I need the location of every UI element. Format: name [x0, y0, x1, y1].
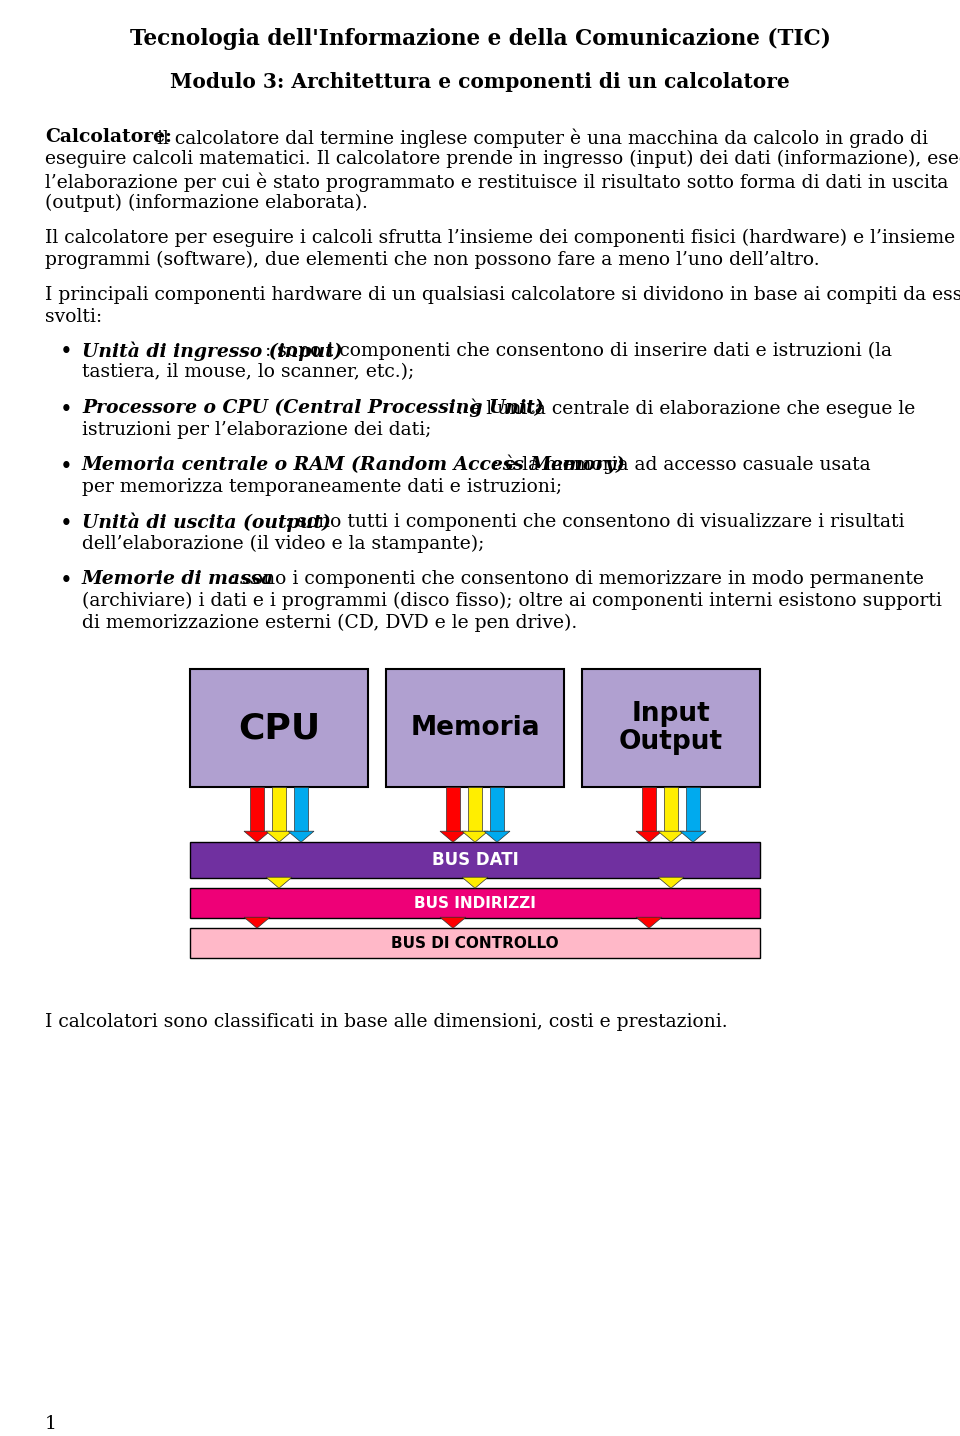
Text: Unità di uscita (output): Unità di uscita (output) — [82, 513, 331, 533]
Polygon shape — [642, 787, 656, 831]
Text: per memorizza temporaneamente dati e istruzioni;: per memorizza temporaneamente dati e ist… — [82, 478, 563, 495]
Polygon shape — [294, 787, 308, 831]
Text: programmi (software), due elementi che non possono fare a meno l’uno dell’altro.: programmi (software), due elementi che n… — [45, 251, 820, 270]
Polygon shape — [250, 787, 264, 831]
Polygon shape — [440, 918, 466, 928]
Polygon shape — [658, 831, 684, 841]
Text: : sono i componenti che consentono di inserire dati e istruzioni (la: : sono i componenti che consentono di in… — [265, 342, 892, 359]
Text: : è la memoria ad accesso casuale usata: : è la memoria ad accesso casuale usata — [493, 455, 871, 474]
Text: Input: Input — [632, 701, 710, 727]
Text: svolti:: svolti: — [45, 309, 102, 326]
Bar — [190, 889, 760, 918]
Text: •: • — [60, 399, 73, 421]
Text: BUS DATI: BUS DATI — [432, 852, 518, 869]
Text: di memorizzazione esterni (CD, DVD e le pen drive).: di memorizzazione esterni (CD, DVD e le … — [82, 615, 577, 632]
Text: •: • — [60, 455, 73, 478]
Text: (output) (informazione elaborata).: (output) (informazione elaborata). — [45, 194, 368, 213]
Text: Il calcolatore per eseguire i calcoli sfrutta l’insieme dei componenti fisici (h: Il calcolatore per eseguire i calcoli sf… — [45, 230, 960, 247]
Polygon shape — [266, 877, 292, 889]
Text: I principali componenti hardware di un qualsiasi calcolatore si dividono in base: I principali componenti hardware di un q… — [45, 286, 960, 304]
Bar — [582, 669, 760, 787]
Polygon shape — [686, 787, 700, 831]
Text: 1: 1 — [45, 1414, 57, 1433]
Text: Memoria centrale o RAM (Random Access Memory): Memoria centrale o RAM (Random Access Me… — [82, 455, 626, 474]
Text: l’elaborazione per cui è stato programmato e restituisce il risultato sotto form: l’elaborazione per cui è stato programma… — [45, 172, 948, 191]
Polygon shape — [288, 831, 314, 841]
Text: (archiviare) i dati e i programmi (disco fisso); oltre ai componenti interni esi: (archiviare) i dati e i programmi (disco… — [82, 592, 942, 610]
Bar — [386, 669, 564, 787]
Text: •: • — [60, 342, 73, 363]
Text: BUS INDIRIZZI: BUS INDIRIZZI — [414, 896, 536, 910]
Text: •: • — [60, 570, 73, 592]
Text: Unità di ingresso (input): Unità di ingresso (input) — [82, 342, 343, 360]
Text: tastiera, il mouse, lo scanner, etc.);: tastiera, il mouse, lo scanner, etc.); — [82, 363, 415, 382]
Text: Tecnologia dell'Informazione e della Comunicazione (TIC): Tecnologia dell'Informazione e della Com… — [130, 27, 830, 50]
Text: BUS DI CONTROLLO: BUS DI CONTROLLO — [391, 936, 559, 951]
Text: : sono tutti i componenti che consentono di visualizzare i risultati: : sono tutti i componenti che consentono… — [285, 513, 904, 531]
Polygon shape — [468, 787, 482, 831]
Text: •: • — [60, 513, 73, 536]
Polygon shape — [272, 787, 286, 831]
Polygon shape — [636, 918, 662, 928]
Bar — [190, 669, 368, 787]
Text: : è l'unità centrale di elaborazione che esegue le: : è l'unità centrale di elaborazione che… — [457, 399, 915, 418]
Polygon shape — [244, 918, 270, 928]
Text: Processore o CPU (Central Processing Unit): Processore o CPU (Central Processing Uni… — [82, 399, 543, 416]
Bar — [190, 928, 760, 958]
Text: Memoria: Memoria — [410, 715, 540, 741]
Polygon shape — [244, 831, 270, 841]
Text: dell’elaborazione (il video e la stampante);: dell’elaborazione (il video e la stampan… — [82, 536, 485, 553]
Text: Output: Output — [619, 729, 723, 755]
Polygon shape — [462, 877, 488, 889]
Text: I calcolatori sono classificati in base alle dimensioni, costi e prestazioni.: I calcolatori sono classificati in base … — [45, 1014, 728, 1031]
Text: Memorie di massa: Memorie di massa — [82, 570, 275, 589]
Text: Modulo 3: Architettura e componenti di un calcolatore: Modulo 3: Architettura e componenti di u… — [170, 72, 790, 92]
Polygon shape — [446, 787, 460, 831]
Polygon shape — [680, 831, 706, 841]
Polygon shape — [636, 831, 662, 841]
Polygon shape — [658, 877, 684, 889]
Polygon shape — [484, 831, 510, 841]
Text: : sono i componenti che consentono di memorizzare in modo permanente: : sono i componenti che consentono di me… — [230, 570, 924, 589]
Polygon shape — [440, 831, 466, 841]
Text: istruzioni per l’elaborazione dei dati;: istruzioni per l’elaborazione dei dati; — [82, 421, 431, 438]
Text: Calcolatore:: Calcolatore: — [45, 128, 172, 146]
Polygon shape — [266, 831, 292, 841]
Text: eseguire calcoli matematici. Il calcolatore prende in ingresso (input) dei dati : eseguire calcoli matematici. Il calcolat… — [45, 149, 960, 168]
Text: CPU: CPU — [238, 711, 320, 745]
Text: il calcolatore dal termine inglese computer è una macchina da calcolo in grado d: il calcolatore dal termine inglese compu… — [151, 128, 928, 148]
Polygon shape — [664, 787, 678, 831]
Bar — [190, 841, 760, 879]
Polygon shape — [462, 831, 488, 841]
Polygon shape — [490, 787, 504, 831]
